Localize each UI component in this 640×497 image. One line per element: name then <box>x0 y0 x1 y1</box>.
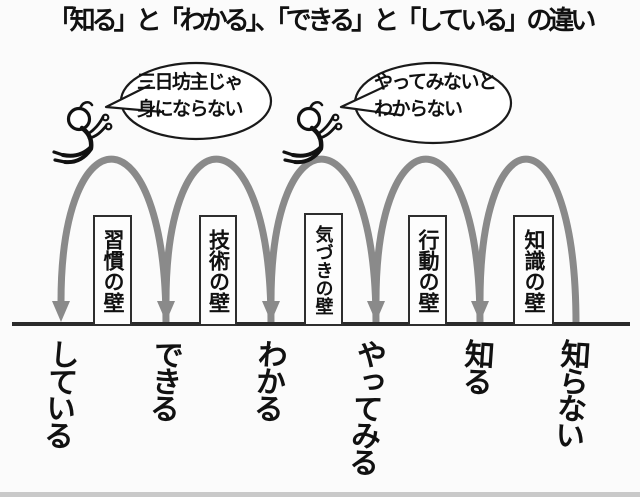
bottom-edge-artifact <box>0 492 640 497</box>
diagram-title: 「知る」と「わかる」、「できる」と「している」の違い <box>47 5 597 35</box>
speech-bubble <box>339 61 513 145</box>
bubble-2-line-1: やってみないと <box>374 72 497 93</box>
speech-bubble-2-text: やってみないと わからない <box>374 69 497 123</box>
stage-try: やってみる <box>344 338 386 475</box>
arrowhead-icon <box>367 301 385 322</box>
stage-know: 知る <box>457 338 494 394</box>
speech-bubble <box>104 61 273 141</box>
wall-habit: 習慣の壁 <box>93 215 132 326</box>
wall-knowledge-label: 知識の壁 <box>522 228 545 313</box>
wall-habit-label: 習慣の壁 <box>101 228 124 313</box>
arrowhead-icon <box>262 301 280 322</box>
wall-action-label: 行動の壁 <box>416 228 439 313</box>
stage-not-know-label: 知らない <box>549 337 590 448</box>
jump-arcs <box>57 155 580 325</box>
stage-understand-label: わかる <box>248 337 287 421</box>
wall-skill-label: 技術の壁 <box>206 228 230 313</box>
bubble-2-line-2: わからない <box>374 99 463 120</box>
stage-not-know: 知らない <box>550 338 590 448</box>
stage-can-do: できる <box>144 338 183 421</box>
wall-knowledge: 知識の壁 <box>513 215 554 326</box>
arrowhead-icon <box>157 301 175 322</box>
jump-arc-4 <box>372 155 484 325</box>
jump-arc-2 <box>162 155 275 325</box>
arrowhead-icon <box>52 301 70 322</box>
bubble-1-line-1: 三日坊主じゃ <box>137 72 244 93</box>
jump-arc-3 <box>267 155 380 325</box>
wall-awareness-label: 気づきの壁 <box>313 224 334 315</box>
stick-figure-icon <box>282 100 343 165</box>
wall-action: 行動の壁 <box>408 215 447 326</box>
wall-awareness: 気づきの壁 <box>304 213 343 326</box>
speech-bubble-1-text: 三日坊主じゃ 身にならない <box>137 69 244 123</box>
bubble-1-line-2: 身にならない <box>137 99 244 120</box>
stage-can-do-label: できる <box>144 337 183 421</box>
wall-skill: 技術の壁 <box>199 215 237 326</box>
jump-arc-5 <box>476 155 580 325</box>
stage-doing-label: している <box>38 337 79 448</box>
stick-figure-icon <box>52 100 113 165</box>
stage-understand: わかる <box>248 338 287 421</box>
jump-arc-1 <box>57 155 170 325</box>
stage-doing: している <box>39 338 79 448</box>
arc-arrowheads <box>52 301 489 322</box>
arrowhead-icon <box>471 301 489 322</box>
stage-know-label: 知る <box>457 337 494 395</box>
